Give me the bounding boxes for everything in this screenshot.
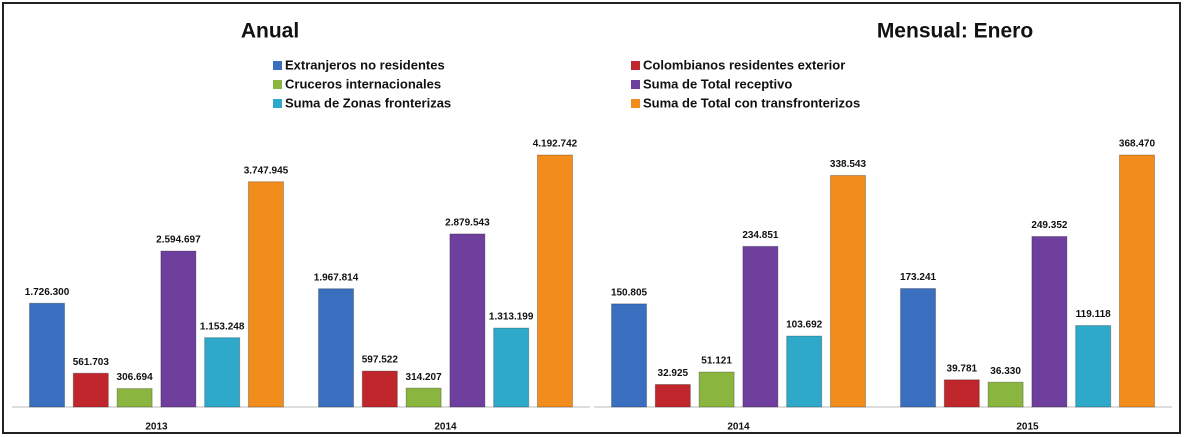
bar	[29, 302, 66, 408]
legend-label: Cruceros internacionales	[285, 76, 441, 91]
bar	[204, 337, 241, 408]
chart-title: Anual	[241, 20, 299, 43]
bar	[900, 288, 937, 408]
bar	[493, 327, 530, 408]
bar	[449, 233, 486, 408]
legend-swatch	[273, 61, 282, 70]
data-label: 103.692	[786, 320, 823, 331]
bar	[1118, 154, 1155, 408]
legend-label: Extranjeros no residentes	[285, 57, 445, 72]
data-label: 119.118	[1076, 309, 1111, 320]
legend-label: Suma de Zonas fronterizas	[285, 95, 451, 110]
bar	[536, 154, 573, 408]
bar	[1075, 325, 1112, 408]
data-label: 368.470	[1119, 139, 1156, 150]
data-label: 234.851	[742, 230, 779, 241]
bar	[829, 174, 866, 408]
data-label: 597.522	[362, 355, 399, 366]
data-label: 1.313.199	[489, 312, 534, 323]
data-label: 338.543	[830, 159, 867, 170]
bar	[611, 303, 648, 408]
data-label: 173.241	[900, 272, 937, 283]
legend-swatch	[273, 99, 282, 108]
data-label: 561.703	[73, 357, 110, 368]
data-label: 1.726.300	[25, 287, 70, 298]
data-label: 306.694	[117, 372, 154, 383]
data-label: 32.925	[658, 368, 689, 379]
bar	[786, 335, 823, 408]
bar	[116, 388, 153, 408]
data-label: 39.781	[947, 363, 978, 374]
legend-swatch	[631, 61, 640, 70]
x-tick-label: 2013	[145, 422, 168, 433]
bar	[72, 372, 109, 408]
data-label: 4.192.742	[533, 139, 578, 150]
bar	[405, 387, 442, 408]
data-label: 2.879.543	[445, 218, 490, 229]
bar	[247, 181, 284, 408]
legend-swatch	[631, 80, 640, 89]
legend-swatch	[631, 99, 640, 108]
x-tick-label: 2015	[1016, 422, 1039, 433]
chart-title: Mensual: Enero	[877, 20, 1033, 43]
data-label: 36.330	[990, 366, 1021, 377]
data-label: 150.805	[611, 288, 648, 299]
legend-swatch	[273, 80, 282, 89]
data-label: 249.352	[1031, 220, 1068, 231]
data-label: 1.153.248	[200, 321, 245, 332]
bar	[160, 250, 197, 408]
bar	[654, 383, 691, 408]
bar	[1031, 235, 1068, 408]
bar	[361, 370, 398, 408]
bar	[943, 379, 980, 408]
bar	[698, 371, 735, 408]
bar	[318, 288, 355, 408]
data-label: 2.594.697	[156, 235, 201, 246]
x-tick-label: 2014	[727, 422, 750, 433]
data-label: 314.207	[406, 372, 443, 383]
bar	[987, 381, 1024, 408]
legend-label: Suma de Total receptivo	[643, 76, 792, 91]
data-label: 1.967.814	[314, 272, 359, 283]
data-label: 51.121	[701, 356, 732, 367]
x-tick-label: 2014	[434, 422, 457, 433]
legend-label: Colombianos residentes exterior	[643, 57, 845, 72]
data-label: 3.747.945	[244, 165, 289, 176]
legend-label: Suma de Total con transfronterizos	[643, 95, 860, 110]
bar	[742, 245, 779, 408]
